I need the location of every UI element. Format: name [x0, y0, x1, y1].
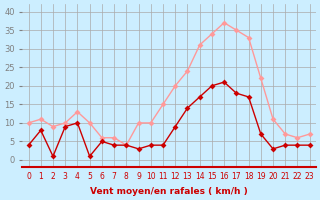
X-axis label: Vent moyen/en rafales ( km/h ): Vent moyen/en rafales ( km/h ) — [90, 187, 248, 196]
